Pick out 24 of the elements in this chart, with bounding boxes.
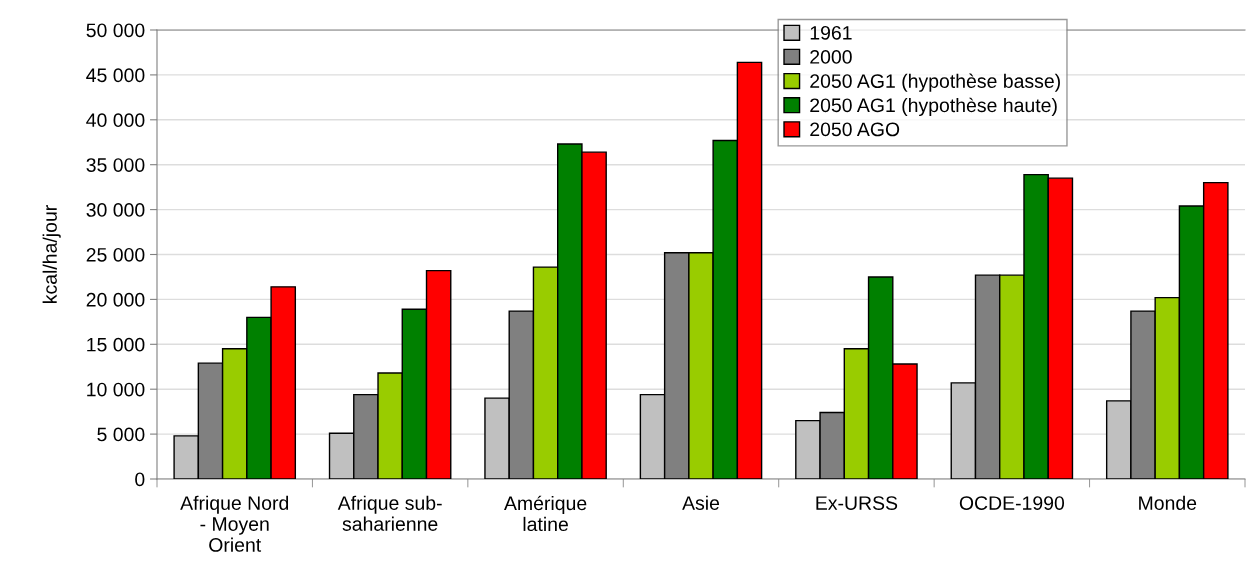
y-tick-label: 25 000 bbox=[86, 247, 145, 262]
y-tick-label: 30 000 bbox=[86, 203, 145, 217]
x-tick-label: Monde bbox=[1139, 495, 1197, 510]
y-tick-label: 15 000 bbox=[87, 337, 145, 352]
legend-label: 1961 bbox=[810, 25, 852, 40]
x-tick-label: Afrique sub- saharienne bbox=[337, 495, 442, 531]
x-tick-label: Amérique latine bbox=[504, 495, 587, 532]
y-axis-title: kcal/ha/jour bbox=[42, 205, 61, 303]
y-tick-label: 0 bbox=[135, 472, 145, 487]
legend-label: 2050 AG1 (hypothèse haute) bbox=[810, 97, 1057, 117]
y-tick-label: 40 000 bbox=[86, 113, 145, 128]
x-tick-label: Afrique Nord - Moyen Orient bbox=[180, 495, 289, 552]
y-tick-label: 35 000 bbox=[86, 158, 145, 172]
x-tick-label: OCDE-1990 bbox=[959, 496, 1065, 510]
legend-label: 2000 bbox=[810, 50, 852, 64]
y-tick-label: 5 000 bbox=[97, 427, 145, 442]
y-tick-label: 45 000 bbox=[86, 68, 145, 83]
legend-label: 2050 AGO bbox=[810, 122, 900, 137]
legend-label: 2050 AG1 (hypothèse basse) bbox=[810, 73, 1060, 92]
x-tick-label: Asie bbox=[682, 495, 720, 510]
y-tick-label: 10 000 bbox=[87, 382, 145, 397]
y-tick-label: 20 000 bbox=[86, 292, 145, 307]
x-tick-label: Ex-URSS bbox=[816, 496, 898, 510]
y-tick-label: 50 000 bbox=[86, 23, 145, 38]
